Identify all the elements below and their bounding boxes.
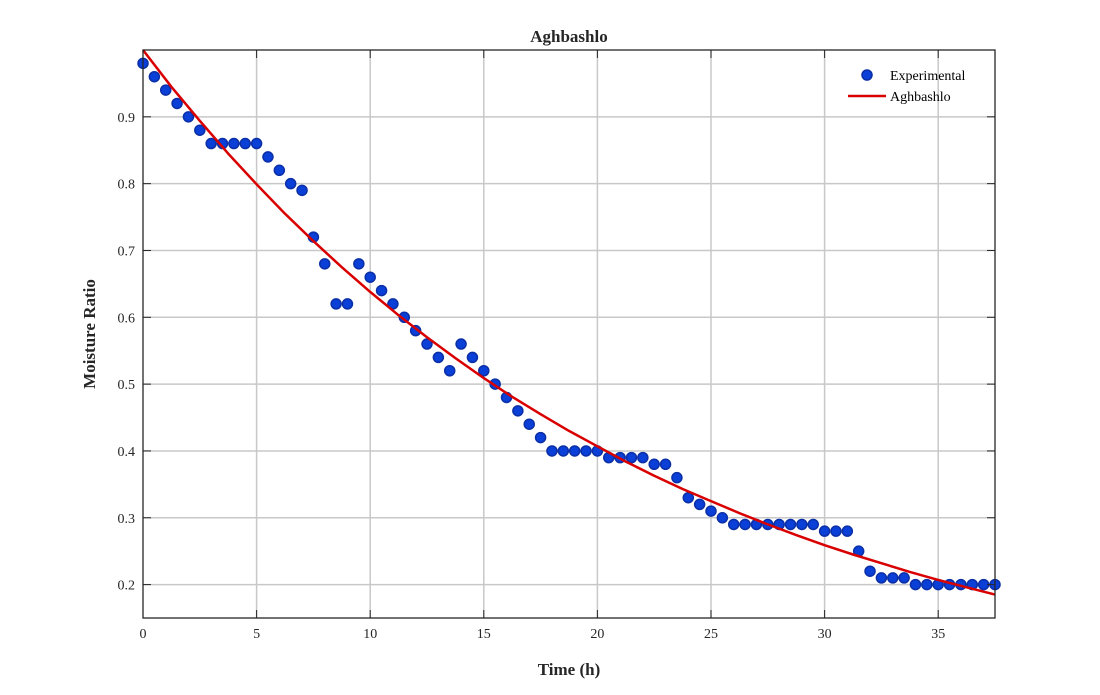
x-axis-label: Time (h) [538, 660, 601, 679]
x-tick-label: 5 [253, 627, 260, 642]
experimental-point [830, 525, 842, 537]
x-tick-label: 35 [931, 627, 945, 642]
experimental-point [534, 431, 547, 444]
x-tick-label: 20 [590, 627, 604, 642]
experimental-point [659, 458, 672, 471]
experimental-point [205, 137, 217, 150]
experimental-point [341, 298, 354, 310]
experimental-point [568, 445, 581, 457]
experimental-point [693, 498, 706, 511]
experimental-point [841, 525, 854, 537]
experimental-point [250, 137, 263, 150]
experimental-point [421, 338, 433, 350]
legend-label-experimental: Experimental [890, 69, 966, 84]
experimental-point [228, 137, 240, 150]
experimental-point [887, 572, 899, 584]
experimental-point [409, 324, 422, 337]
experimental-point [648, 458, 660, 471]
x-tick-label: 0 [140, 627, 147, 642]
experimental-point [182, 111, 195, 123]
experimental-point [273, 164, 286, 177]
axes-box [142, 49, 996, 619]
experimental-point [296, 184, 308, 197]
aghbashlo-model-line [142, 49, 996, 596]
experimental-point [557, 445, 570, 457]
experimental-point [716, 512, 729, 524]
chart-title: Aghbashlo [530, 27, 607, 46]
experimental-point [807, 518, 819, 531]
experimental-point [455, 338, 467, 350]
legend-marker-experimental [861, 69, 873, 81]
experimental-point [625, 451, 638, 464]
experimental-point [159, 84, 172, 96]
experimental-point [637, 451, 649, 464]
experimental-point [353, 258, 365, 270]
experimental-point [262, 151, 274, 163]
experimental-point [909, 578, 922, 591]
experimental-point [466, 351, 479, 364]
experimental-point [194, 124, 206, 136]
y-tick-label: 0.6 [118, 311, 136, 326]
experimental-point [148, 70, 161, 83]
experimental-point [921, 578, 933, 591]
plot-series [137, 49, 1001, 596]
experimental-point [364, 271, 376, 283]
tick-labels: 0 5 10 15 20 25 30 35 0.2 0.3 0.4 0.5 0.6 0.7 0.8 0.9 [118, 50, 995, 642]
experimental-point [546, 445, 558, 457]
experimental-point [580, 445, 592, 457]
experimental-point [898, 572, 910, 584]
experimental-point [432, 351, 445, 364]
experimental-point [875, 572, 888, 584]
experimental-point [705, 505, 717, 517]
x-tick-label: 15 [477, 627, 491, 642]
experimental-point [864, 565, 876, 577]
experimental-point [171, 97, 183, 110]
experimental-point [784, 518, 797, 531]
experimental-point [387, 298, 399, 310]
experimental-point [727, 518, 740, 531]
y-tick-label: 0.9 [118, 111, 136, 126]
y-tick-label: 0.3 [118, 512, 136, 527]
experimental-point [239, 137, 251, 150]
experimental-point [330, 298, 342, 310]
x-tick-label: 25 [704, 627, 718, 642]
legend: Experimental Aghbashlo [848, 69, 966, 105]
y-tick-label: 0.2 [118, 579, 136, 594]
experimental-point [512, 405, 524, 417]
y-tick-label: 0.5 [118, 378, 136, 393]
experimental-point [284, 177, 297, 190]
experimental-point [739, 518, 751, 531]
y-tick-label: 0.7 [118, 244, 136, 259]
experimental-point [319, 258, 331, 270]
y-tick-label: 0.8 [118, 178, 136, 193]
legend-label-aghbashlo: Aghbashlo [890, 90, 951, 105]
experimental-point [375, 284, 388, 297]
experimental-point [671, 471, 683, 484]
experimental-point [478, 365, 490, 377]
experimental-point [796, 518, 808, 531]
x-tick-label: 10 [363, 627, 377, 642]
y-axis-label: Moisture Ratio [80, 279, 99, 389]
experimental-point [818, 525, 831, 537]
experimental-point [523, 418, 535, 430]
y-tick-label: 0.4 [118, 445, 136, 460]
experimental-point [443, 365, 456, 377]
x-tick-label: 30 [818, 627, 832, 642]
